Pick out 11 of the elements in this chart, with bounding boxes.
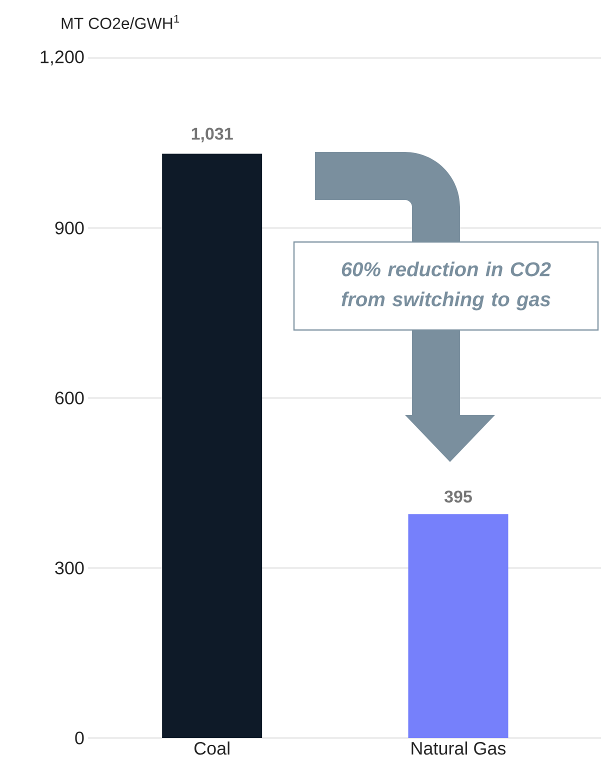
- y-tick-label: 1,200: [41, 50, 84, 66]
- data-label: 395: [444, 490, 472, 503]
- annotation: 60% reduction in CO2 from switching to gas: [342, 262, 552, 310]
- y-tick-label: 600: [56, 392, 84, 404]
- x-tick-label: Natural Gas: [412, 742, 506, 755]
- y-axis-title: MT CO2e/GWH$^{1}$: [62, 14, 180, 30]
- data-label: 1,031: [192, 128, 234, 142]
- y-tick-label: 900: [56, 222, 84, 234]
- x-tick-label: Coal: [194, 742, 230, 755]
- y-tick-label: 300: [55, 562, 84, 574]
- y-tick-label: 0: [75, 732, 84, 744]
